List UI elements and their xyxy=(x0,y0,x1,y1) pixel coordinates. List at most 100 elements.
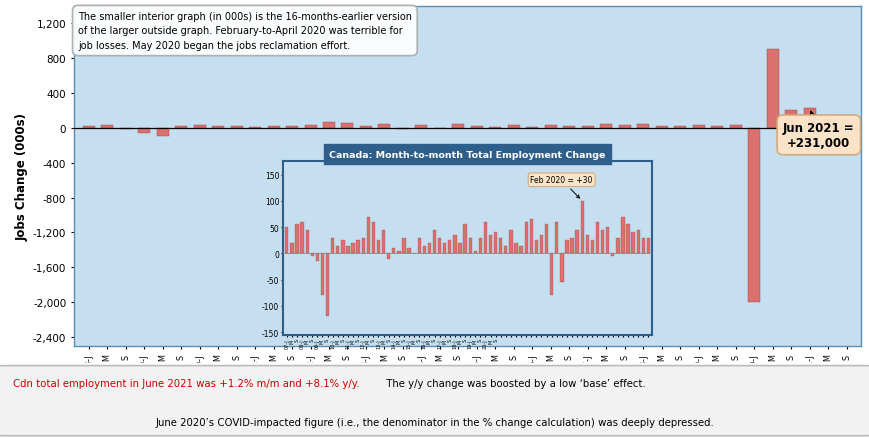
Bar xyxy=(295,225,298,254)
Bar xyxy=(468,238,471,254)
Bar xyxy=(396,128,408,129)
Bar xyxy=(839,121,852,128)
Bar xyxy=(620,217,624,254)
Bar xyxy=(590,241,594,254)
Bar xyxy=(322,122,335,128)
Text: Feb 2020 = +30: Feb 2020 = +30 xyxy=(530,176,592,198)
Bar xyxy=(473,251,476,254)
Bar xyxy=(101,125,113,128)
Bar xyxy=(453,236,456,254)
Bar xyxy=(803,108,814,128)
Bar xyxy=(494,233,497,254)
Bar xyxy=(507,126,520,128)
Bar xyxy=(401,238,405,254)
Bar xyxy=(631,233,634,254)
Bar xyxy=(483,223,487,254)
Bar xyxy=(433,230,435,254)
Bar xyxy=(470,127,482,128)
Bar xyxy=(544,225,547,254)
Bar xyxy=(83,127,95,128)
Bar xyxy=(580,201,583,254)
Bar xyxy=(321,254,324,296)
Bar xyxy=(508,230,512,254)
Text: The smaller interior graph (in 000s) is the 16-months-earlier version
of the lar: The smaller interior graph (in 000s) is … xyxy=(78,12,411,51)
Bar xyxy=(710,127,722,128)
Bar xyxy=(565,241,568,254)
Bar xyxy=(290,244,293,254)
Bar xyxy=(606,228,608,254)
Bar xyxy=(544,126,556,128)
Bar xyxy=(362,238,364,254)
Bar xyxy=(286,127,298,128)
Bar xyxy=(300,223,303,254)
Bar xyxy=(387,254,390,259)
Bar xyxy=(175,127,187,128)
Bar xyxy=(346,246,349,254)
Bar xyxy=(268,126,279,128)
Bar xyxy=(378,124,390,128)
Bar xyxy=(636,230,640,254)
Text: Jun 2021 =
+231,000: Jun 2021 = +231,000 xyxy=(782,112,853,149)
Bar xyxy=(610,254,614,256)
Bar xyxy=(655,127,667,128)
Bar xyxy=(442,244,446,254)
Bar xyxy=(585,236,588,254)
Bar xyxy=(641,238,644,254)
Bar xyxy=(376,241,380,254)
Bar xyxy=(549,254,553,296)
FancyBboxPatch shape xyxy=(0,366,869,436)
Bar xyxy=(452,124,464,128)
Bar xyxy=(478,238,481,254)
Bar xyxy=(615,238,619,254)
Bar xyxy=(636,124,648,128)
Bar xyxy=(422,246,426,254)
Bar xyxy=(646,238,649,254)
Bar xyxy=(747,128,760,303)
Bar xyxy=(519,246,522,254)
Bar xyxy=(194,126,205,128)
Bar xyxy=(526,127,538,128)
Bar xyxy=(514,244,517,254)
Text: The y/y change was boosted by a low ‘base’ effect.: The y/y change was boosted by a low ‘bas… xyxy=(382,378,645,389)
Bar xyxy=(692,125,704,128)
Bar xyxy=(392,248,395,254)
Bar xyxy=(560,254,563,283)
Bar xyxy=(310,254,314,256)
Bar xyxy=(488,236,492,254)
Bar xyxy=(529,220,533,254)
Bar xyxy=(356,241,360,254)
Bar xyxy=(305,230,308,254)
Bar xyxy=(366,217,369,254)
Text: June 2020’s COVID-impacted figure (i.e., the denominator in the % change calcula: June 2020’s COVID-impacted figure (i.e.,… xyxy=(156,417,713,427)
Bar xyxy=(371,223,375,254)
Bar xyxy=(562,127,574,128)
Bar xyxy=(335,246,339,254)
Bar xyxy=(766,50,778,128)
Bar xyxy=(618,126,630,128)
Bar xyxy=(504,246,507,254)
Bar xyxy=(360,126,372,128)
Bar xyxy=(626,225,629,254)
Bar xyxy=(342,124,353,128)
Bar xyxy=(381,230,385,254)
Title: Canada: Month-to-month Total Employment Change: Canada: Month-to-month Total Employment … xyxy=(329,150,605,159)
Bar xyxy=(417,238,421,254)
Bar xyxy=(570,238,573,254)
Bar xyxy=(524,223,527,254)
Bar xyxy=(574,230,578,254)
Bar xyxy=(156,128,169,137)
Bar xyxy=(212,127,224,128)
Bar xyxy=(120,128,131,129)
Bar xyxy=(534,241,537,254)
Bar xyxy=(415,125,427,128)
Bar xyxy=(249,127,261,128)
Bar xyxy=(595,223,599,254)
Bar xyxy=(341,241,344,254)
Bar xyxy=(285,228,289,254)
Text: Cdn total employment in June 2021 was +1.2% m/m and +8.1% y/y.: Cdn total employment in June 2021 was +1… xyxy=(13,378,359,389)
X-axis label: Year and month: Year and month xyxy=(412,374,522,386)
Bar xyxy=(463,225,466,254)
Bar xyxy=(499,238,501,254)
Bar xyxy=(397,251,400,254)
Bar xyxy=(304,126,316,128)
